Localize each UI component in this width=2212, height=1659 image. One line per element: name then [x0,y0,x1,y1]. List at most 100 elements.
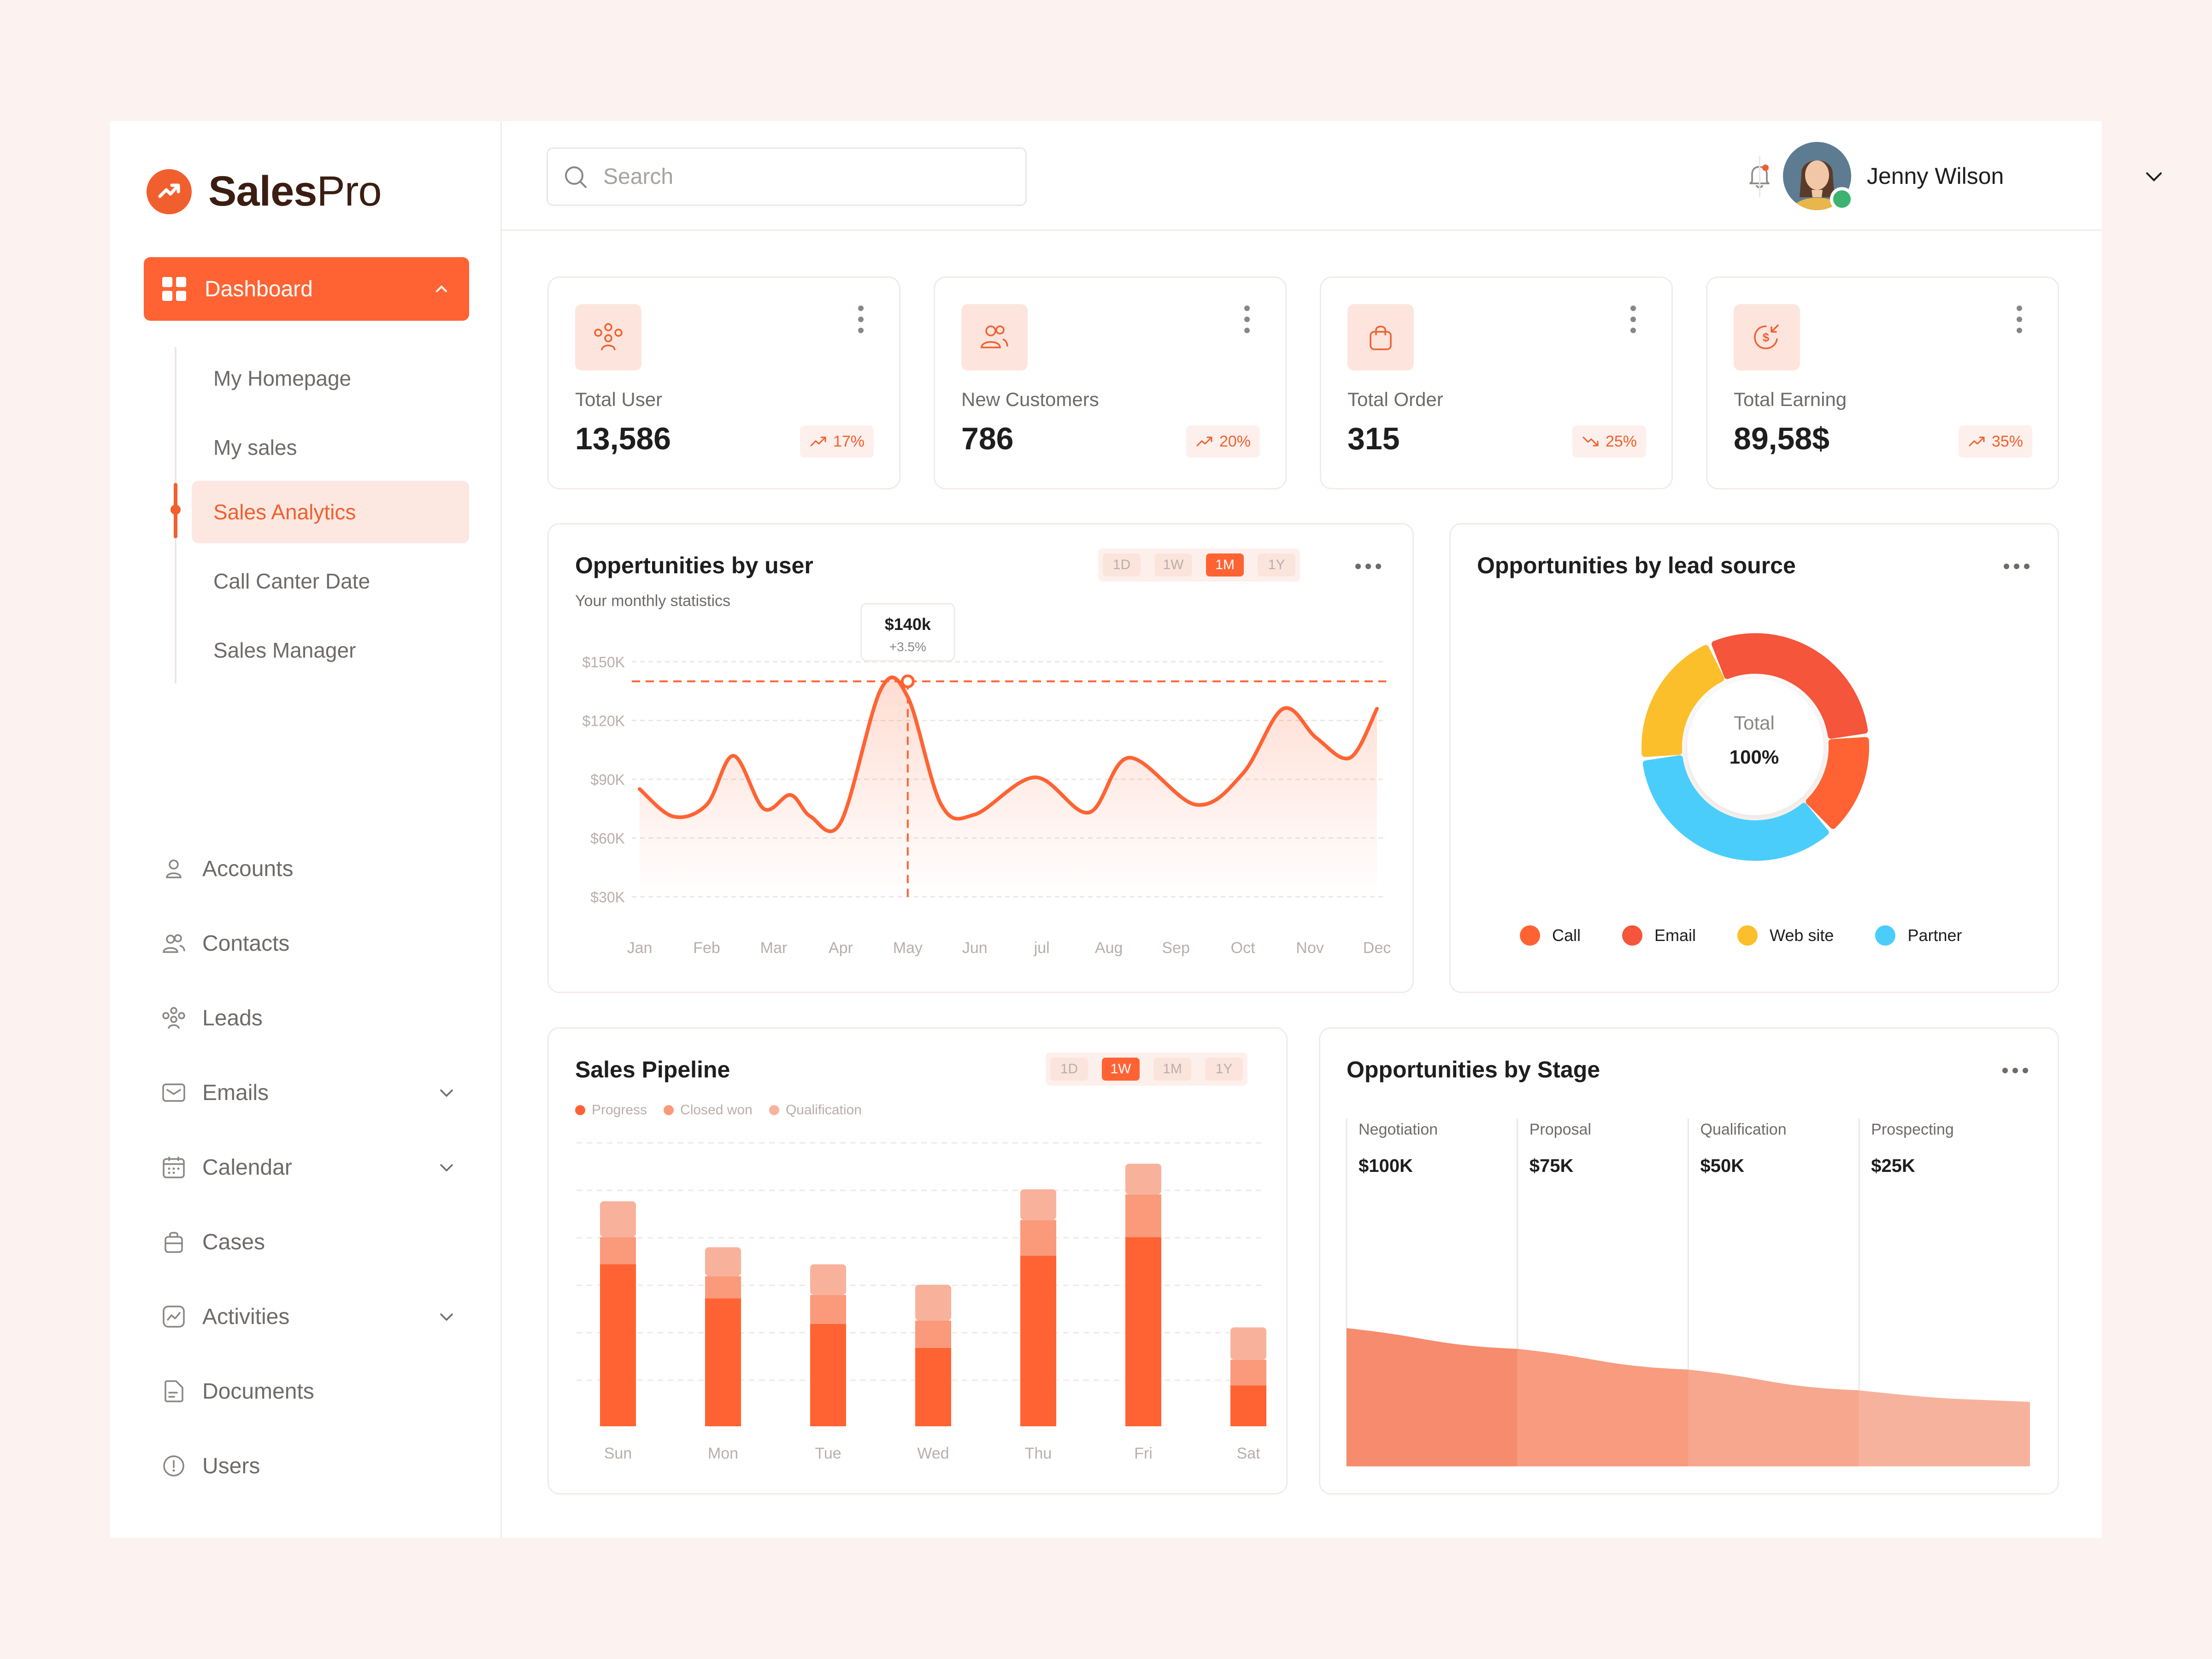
more-options-button[interactable] [2004,564,2030,569]
avatar[interactable] [1783,142,1854,211]
mail-icon [161,1080,187,1106]
range-1y[interactable]: 1Y [1205,1058,1243,1081]
x-tick-label: Sun [604,1445,632,1462]
bar-qualification[interactable] [1125,1164,1161,1194]
search-box[interactable] [547,147,1027,206]
sidebar-item-leads[interactable]: Leads [161,1000,465,1036]
more-options-button[interactable] [2002,1068,2028,1073]
legend-label: Partner [1907,926,1962,945]
legend-item-progress[interactable]: Progress [575,1102,647,1118]
sidebar-item-calendar[interactable]: Calendar [161,1149,465,1186]
legend-item-partner[interactable]: Partner [1875,925,1962,946]
stat-change: 20% [1219,432,1251,450]
submenu-item-my-homepage[interactable]: My Homepage [213,366,352,390]
bar-progress[interactable] [600,1264,636,1427]
donut-slice-web-site[interactable] [1641,645,1724,757]
stage-area-prospecting[interactable] [1859,1390,2030,1466]
bar-qualification[interactable] [915,1284,951,1321]
app-window: SalesPro Dashboard My Homepage My sales … [110,121,2162,1538]
bar-closed-won[interactable] [1020,1220,1056,1256]
tooltip-change: +3.5% [889,640,926,654]
donut-slice-partner[interactable] [1642,755,1829,861]
bar-closed-won[interactable] [1125,1194,1161,1237]
sidebar-item-accounts[interactable]: Accounts [161,850,465,887]
more-options-button[interactable] [2017,306,2023,333]
stage-area-qualification[interactable] [1688,1370,1859,1466]
submenu-item-my-sales[interactable]: My sales [213,435,297,459]
legend-item-closed-won[interactable]: Closed won [664,1102,753,1118]
stage-area-negotiation[interactable] [1347,1328,1518,1466]
bar-progress[interactable] [915,1347,951,1426]
bar-qualification[interactable] [810,1264,846,1295]
dashboard-menu-button[interactable]: Dashboard [144,257,469,321]
chevron-up-icon [436,285,447,292]
sidebar-item-contacts[interactable]: Contacts [161,925,465,962]
bar-progress[interactable] [810,1324,846,1426]
y-tick-label: $150K [582,654,625,671]
submenu-item-call-canter-date[interactable]: Call Canter Date [213,569,371,593]
brand-name-bold: Sales [208,168,317,215]
bar-qualification[interactable] [1020,1189,1056,1220]
bar-base [600,1420,636,1426]
sidebar-item-cases[interactable]: Cases [161,1224,465,1260]
range-1w[interactable]: 1W [1154,553,1192,577]
range-1d[interactable]: 1D [1103,553,1141,577]
sidebar-item-users[interactable]: Users [161,1447,465,1484]
bar-progress[interactable] [1230,1385,1266,1426]
sidebar-item-documents[interactable]: Documents [161,1373,465,1410]
legend-swatch [1622,925,1643,946]
more-options-button[interactable] [858,306,865,333]
user-name[interactable]: Jenny Wilson [1867,163,2004,189]
stat-card-total-user: Total User 13,586 17% [547,276,900,489]
search-input[interactable] [603,164,972,189]
bar-closed-won[interactable] [705,1276,741,1299]
x-tick-label: Dec [1363,939,1391,957]
range-1m[interactable]: 1M [1153,1058,1191,1081]
stat-value: 786 [961,421,1014,456]
submenu-item-sales-analytics[interactable]: Sales Analytics [192,481,469,543]
stat-label: Total Earning [1734,388,1847,410]
more-options-button[interactable] [1244,306,1251,333]
stat-card-new-customers: New Customers 786 20% [934,276,1287,489]
chevron-down-icon[interactable] [2142,165,2165,188]
submenu-item-sales-manager[interactable]: Sales Manager [213,638,356,662]
bar-qualification[interactable] [1230,1327,1266,1360]
highlight-point[interactable] [900,674,915,688]
bar-qualification[interactable] [705,1247,741,1277]
bar-closed-won[interactable] [810,1295,846,1324]
donut-center-value: 100% [1729,746,1779,768]
stage-area-proposal[interactable] [1517,1349,1688,1466]
range-1d[interactable]: 1D [1050,1058,1088,1081]
bar-qualification[interactable] [600,1201,636,1237]
range-1w[interactable]: 1W [1102,1058,1140,1081]
bar-progress[interactable] [705,1298,741,1427]
donut-center [1687,679,1824,815]
bar-closed-won[interactable] [1230,1359,1266,1386]
leads-icon [161,1005,187,1031]
sidebar-item-activities[interactable]: Activities [161,1298,465,1335]
x-tick-label: jul [1034,939,1050,957]
bar-progress[interactable] [1020,1256,1056,1426]
donut-slice-email[interactable] [1712,633,1868,739]
more-options-button[interactable] [1355,564,1381,569]
more-options-button[interactable] [1630,306,1637,333]
logo[interactable]: SalesPro [147,167,382,216]
legend-item-email[interactable]: Email [1622,925,1696,946]
bar-chart: Sun Mon Tue Wed Thu Fri Sat [577,1142,1266,1462]
legend-swatch [1875,925,1896,946]
lead-source-card: Opportunities by lead source Total 100% … [1449,523,2059,993]
legend-item-web-site[interactable]: Web site [1737,925,1834,946]
donut-slice-call[interactable] [1806,737,1869,829]
dashboard-label: Dashboard [205,276,313,301]
bar-closed-won[interactable] [600,1237,636,1265]
bar-progress[interactable] [1125,1237,1161,1426]
y-tick-label: $30K [590,889,625,906]
range-1m[interactable]: 1M [1206,553,1244,577]
contacts-icon [161,930,187,956]
legend-item-call[interactable]: Call [1520,925,1581,946]
legend-item-qualification[interactable]: Qualification [769,1102,862,1118]
sidebar-item-emails[interactable]: Emails [161,1074,465,1111]
range-1y[interactable]: 1Y [1258,553,1295,577]
chevron-down-icon [440,1313,453,1321]
bar-closed-won[interactable] [915,1320,951,1348]
